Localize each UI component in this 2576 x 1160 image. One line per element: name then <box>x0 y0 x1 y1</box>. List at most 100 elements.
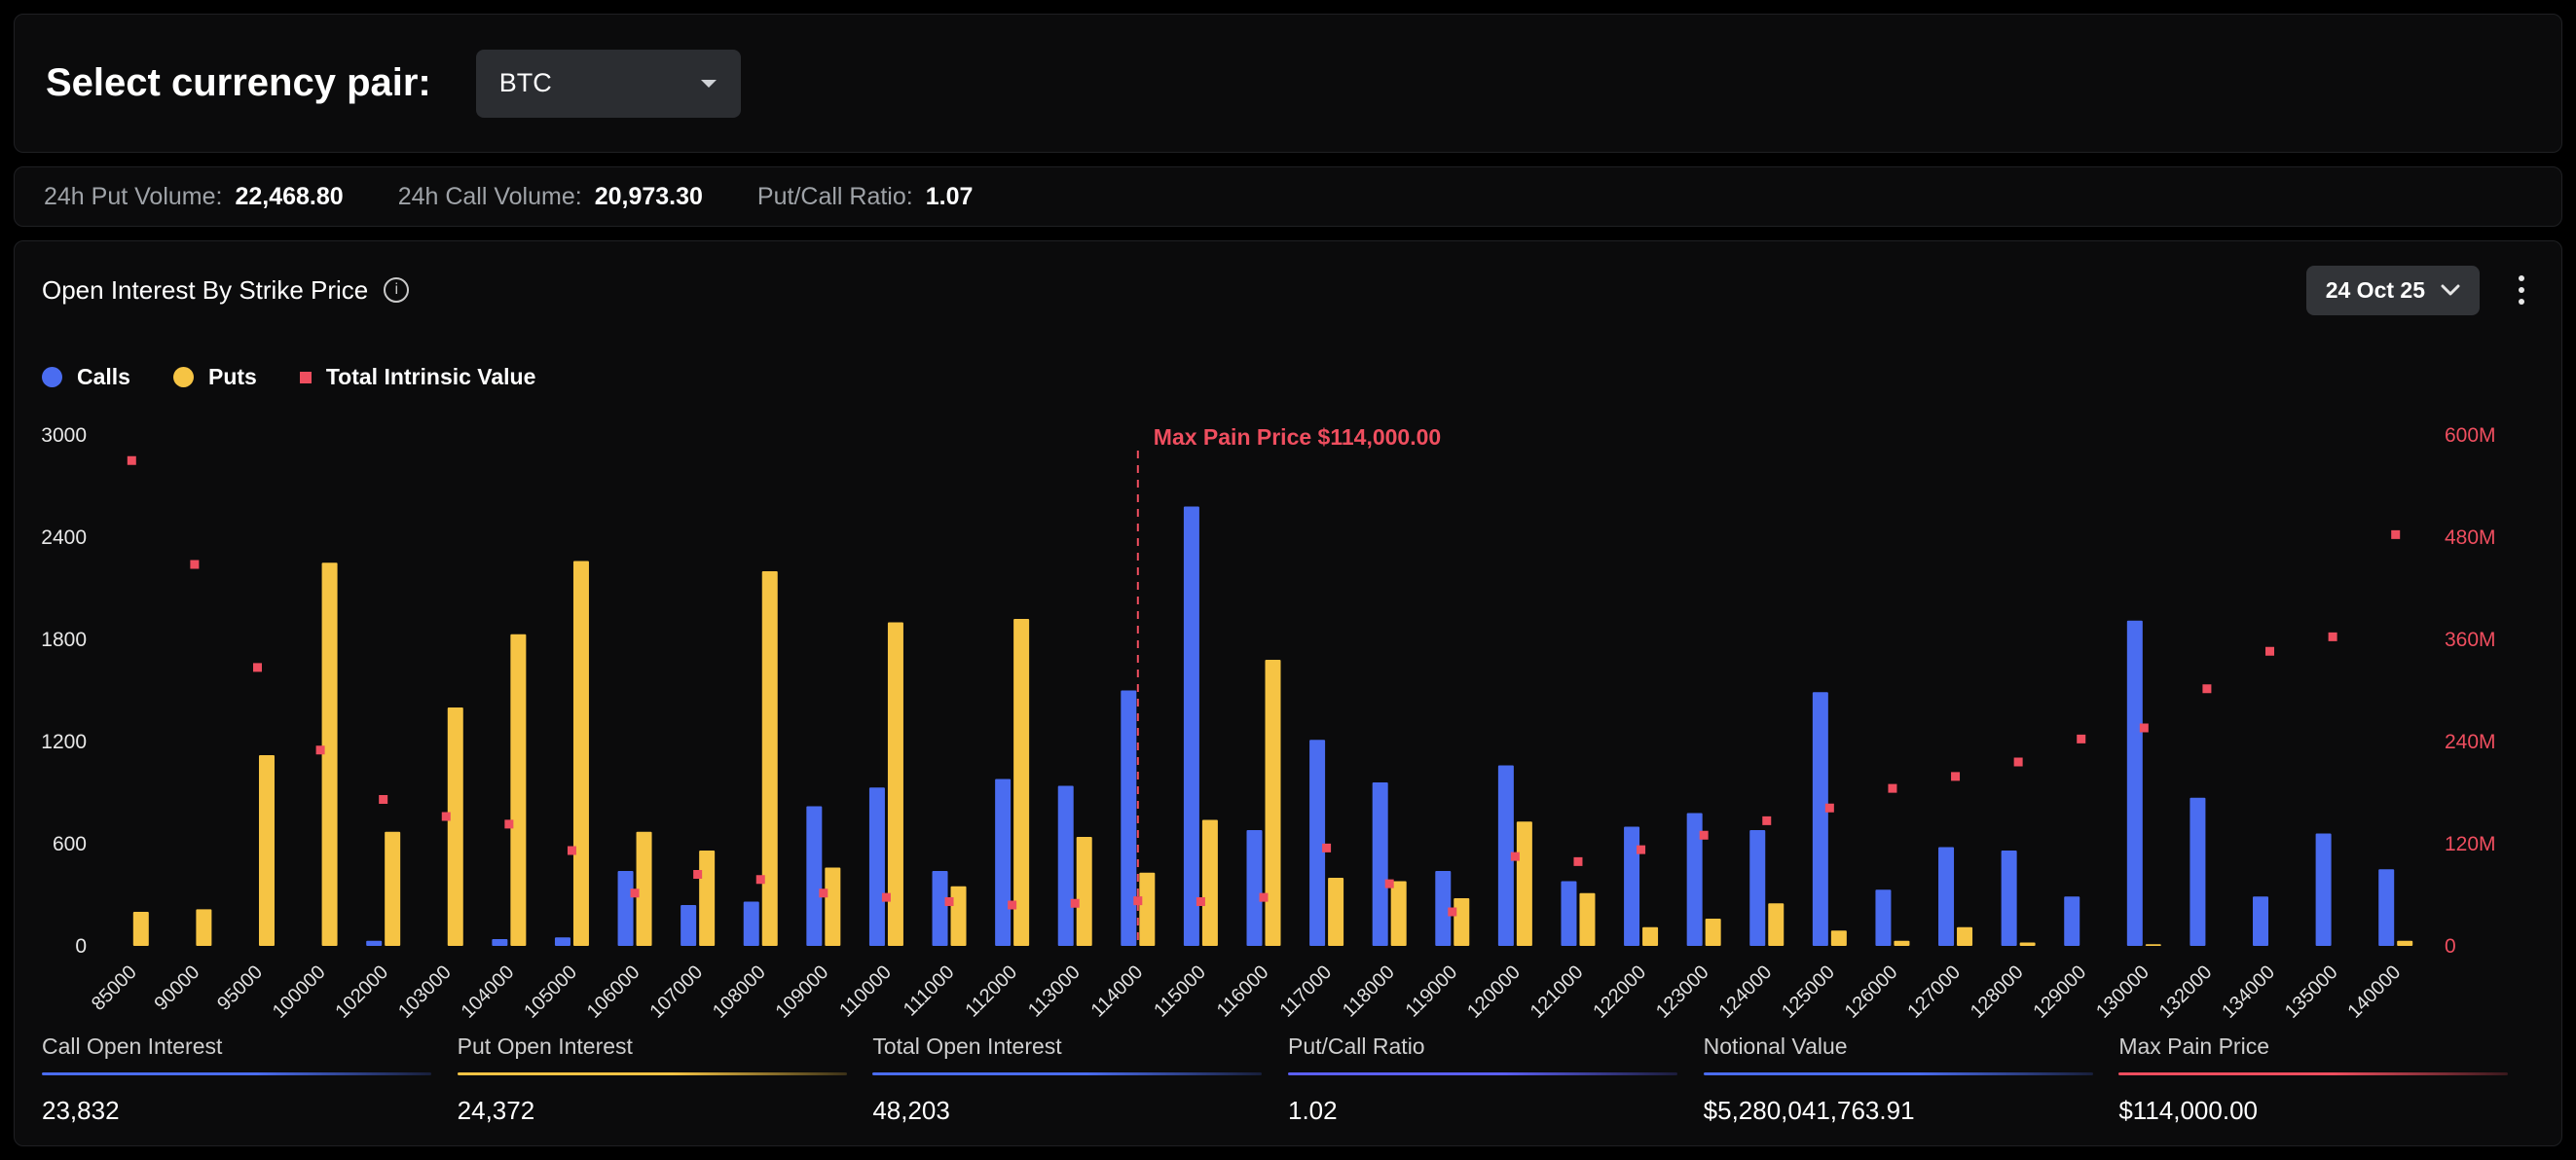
puts-bars <box>133 562 2412 947</box>
stat-label: 24h Put Volume: <box>44 183 222 211</box>
chart-header-right: 24 Oct 25 <box>2306 266 2534 315</box>
summary-label: Total Open Interest <box>872 1033 1288 1060</box>
svg-text:134000: 134000 <box>2218 961 2279 1023</box>
svg-text:110000: 110000 <box>835 961 896 1022</box>
page: Select currency pair: BTC 24h Put Volume… <box>0 0 2576 1160</box>
volume-stats-panel: 24h Put Volume: 22,468.80 24h Call Volume:… <box>14 166 2562 227</box>
intrinsic-value-points <box>128 456 2400 917</box>
svg-text:122000: 122000 <box>1589 961 1650 1023</box>
summary-underline <box>872 1072 1262 1075</box>
svg-text:103000: 103000 <box>394 961 456 1023</box>
summary-underline <box>1288 1072 1677 1075</box>
calls-bars <box>366 507 2394 947</box>
svg-text:107000: 107000 <box>645 961 707 1023</box>
summary-value: 24,372 <box>458 1096 873 1126</box>
summary-underline <box>2118 1072 2508 1075</box>
stat-item: 24h Call Volume: 20,973.30 <box>398 183 703 211</box>
legend-item-calls[interactable]: Calls <box>42 364 130 390</box>
summary-value: 1.02 <box>1288 1096 1704 1126</box>
svg-text:111000: 111000 <box>900 961 959 1021</box>
svg-text:132000: 132000 <box>2155 961 2217 1023</box>
stat-value: 22,468.80 <box>235 183 343 211</box>
stat-label: 24h Call Volume: <box>398 183 582 211</box>
stat-item: Put/Call Ratio: 1.07 <box>757 183 973 211</box>
svg-text:124000: 124000 <box>1715 961 1777 1023</box>
summary-label: Put Open Interest <box>458 1033 873 1060</box>
summary-item-notional-value: Notional Value$5,280,041,763.91 <box>1704 1033 2119 1126</box>
svg-text:106000: 106000 <box>583 961 644 1023</box>
summary-label: Notional Value <box>1704 1033 2119 1060</box>
svg-text:123000: 123000 <box>1652 961 1713 1023</box>
currency-pair-value: BTC <box>499 68 552 98</box>
svg-text:112000: 112000 <box>961 961 1021 1022</box>
svg-text:114000: 114000 <box>1087 961 1148 1022</box>
svg-text:1800: 1800 <box>42 629 87 651</box>
summary-value: 23,832 <box>42 1096 458 1126</box>
svg-text:480M: 480M <box>2445 526 2496 549</box>
svg-text:360M: 360M <box>2445 629 2496 651</box>
svg-text:105000: 105000 <box>520 961 581 1023</box>
summary-label: Max Pain Price <box>2118 1033 2534 1060</box>
max-pain-label: Max Pain Price $114,000.00 <box>1154 424 1441 450</box>
kebab-menu-icon[interactable] <box>2509 270 2534 310</box>
summary-item-put-call-ratio: Put/Call Ratio 1.02 <box>1288 1033 1704 1126</box>
summary-item-total-open-interest: Total Open Interest48,203 <box>872 1033 1288 1126</box>
svg-text:117000: 117000 <box>1275 961 1336 1022</box>
svg-text:118000: 118000 <box>1339 961 1399 1022</box>
svg-text:120000: 120000 <box>1463 961 1525 1023</box>
svg-text:600: 600 <box>53 833 87 855</box>
legend-swatch-calls <box>42 367 62 387</box>
svg-text:95000: 95000 <box>213 961 267 1015</box>
svg-text:140000: 140000 <box>2343 961 2405 1023</box>
left-axis-labels: 06001200180024003000 <box>42 424 87 958</box>
svg-text:121000: 121000 <box>1527 961 1588 1023</box>
svg-text:2400: 2400 <box>42 526 87 549</box>
legend-item-puts[interactable]: Puts <box>173 364 257 390</box>
svg-text:1200: 1200 <box>42 731 87 753</box>
stat-item: 24h Put Volume: 22,468.80 <box>44 183 344 211</box>
svg-text:129000: 129000 <box>2030 961 2091 1023</box>
right-axis-labels: 0120M240M360M480M600M <box>2445 424 2496 958</box>
svg-text:240M: 240M <box>2445 731 2496 753</box>
svg-text:104000: 104000 <box>458 961 519 1023</box>
svg-text:120M: 120M <box>2445 833 2496 855</box>
svg-text:102000: 102000 <box>331 961 392 1023</box>
summary-underline <box>42 1072 431 1075</box>
currency-pair-label: Select currency pair: <box>46 61 431 105</box>
chart-legend: Calls Puts Total Intrinsic Value <box>42 364 2534 390</box>
legend-item-total-intrinsic-value[interactable]: Total Intrinsic Value <box>300 364 536 390</box>
open-interest-panel: Open Interest By Strike Price i 24 Oct 2… <box>14 240 2562 1146</box>
chart-title: Open Interest By Strike Price <box>42 275 368 306</box>
currency-pair-select[interactable]: BTC <box>476 50 741 118</box>
svg-text:130000: 130000 <box>2092 961 2153 1023</box>
svg-text:116000: 116000 <box>1213 961 1273 1022</box>
summary-item-put-open-interest: Put Open Interest 24,372 <box>458 1033 873 1126</box>
summary-item-call-open-interest: Call Open Interest 23,832 <box>42 1033 458 1126</box>
x-axis-labels: 8500090000950001000001020001030001040001… <box>88 961 2405 1023</box>
stat-label: Put/Call Ratio: <box>757 183 913 211</box>
legend-label: Calls <box>77 364 130 390</box>
summary-label: Put/Call Ratio <box>1288 1033 1704 1060</box>
svg-text:127000: 127000 <box>1903 961 1965 1023</box>
svg-text:135000: 135000 <box>2281 961 2342 1023</box>
legend-label: Puts <box>208 364 257 390</box>
info-icon[interactable]: i <box>384 277 409 303</box>
stat-value: 1.07 <box>926 183 974 211</box>
summary-label: Call Open Interest <box>42 1033 458 1060</box>
svg-text:128000: 128000 <box>1967 961 2028 1023</box>
svg-text:100000: 100000 <box>269 961 330 1023</box>
stat-value: 20,973.30 <box>595 183 703 211</box>
legend-label: Total Intrinsic Value <box>326 364 536 390</box>
summary-underline <box>458 1072 847 1075</box>
summary-underline <box>1704 1072 2093 1075</box>
svg-text:0: 0 <box>2445 935 2456 958</box>
svg-text:108000: 108000 <box>709 961 770 1023</box>
svg-text:126000: 126000 <box>1841 961 1902 1023</box>
date-selector-value: 24 Oct 25 <box>2326 277 2425 304</box>
currency-panel: Select currency pair: BTC <box>14 14 2562 153</box>
svg-text:85000: 85000 <box>88 961 141 1015</box>
summary-item-max-pain-price: Max Pain Price $114,000.00 <box>2118 1033 2534 1126</box>
summary-value: $114,000.00 <box>2118 1096 2534 1126</box>
date-selector-button[interactable]: 24 Oct 25 <box>2306 266 2480 315</box>
svg-text:125000: 125000 <box>1778 961 1839 1023</box>
